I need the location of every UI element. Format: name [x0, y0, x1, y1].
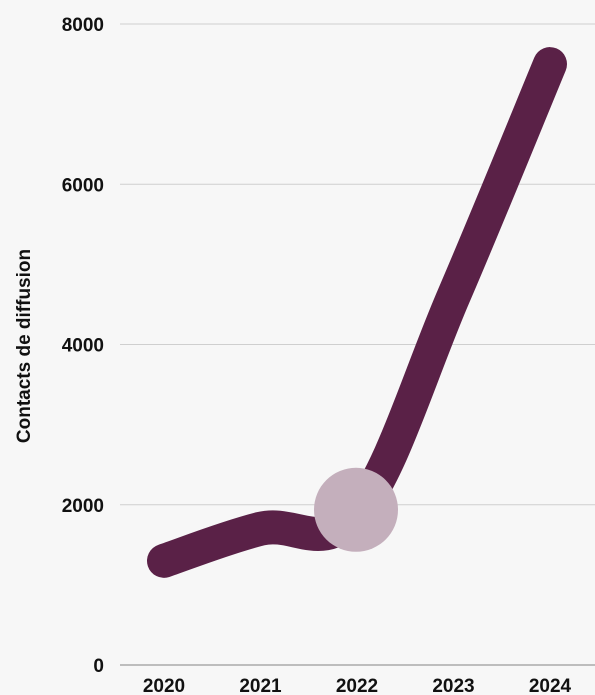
- x-tick-label: 2023: [432, 676, 474, 695]
- y-tick-label: 6000: [62, 175, 104, 196]
- x-tick-label: 2024: [529, 676, 572, 695]
- y-tick-label: 2000: [62, 496, 104, 517]
- x-tick-labels: 2020 2021 2022 2023 2024: [143, 676, 572, 695]
- y-axis-title: Contacts de diffusion: [14, 249, 35, 443]
- x-tick-label: 2022: [336, 676, 378, 695]
- y-tick-label: 0: [93, 656, 104, 677]
- x-tick-label: 2021: [239, 676, 282, 695]
- y-tick-label: 8000: [62, 15, 104, 36]
- highlight-point: [314, 467, 398, 552]
- y-tick-label: 4000: [62, 336, 104, 357]
- y-tick-labels: 0 2000 4000 6000 8000: [62, 15, 104, 677]
- data-points: [314, 467, 398, 552]
- x-tick-label: 2020: [143, 676, 185, 695]
